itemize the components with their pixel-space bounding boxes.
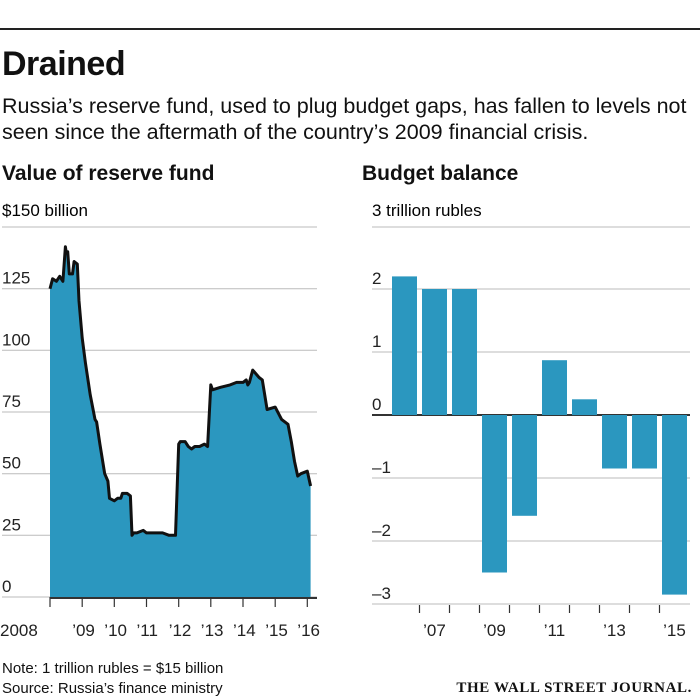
reserve-fund-y-tick-label: 25 — [2, 515, 21, 534]
top-rule — [0, 28, 700, 30]
reserve-fund-x-tick-label: ’11 — [137, 621, 158, 640]
reserve-fund-x-tick-label: ’16 — [297, 621, 320, 640]
budget-balance-x-tick-label: ’15 — [663, 621, 686, 640]
budget-balance-y-tick-label: –2 — [372, 521, 391, 540]
reserve-fund-y-tick-label: 100 — [2, 330, 30, 349]
budget-balance-bar — [512, 415, 537, 516]
reserve-fund-y-tick-labels: 0 25 50 75 100 125 — [2, 269, 30, 596]
budget-balance-y-tick-label: –3 — [372, 584, 391, 603]
wsj-logo: THE WALL STREET JOURNAL. — [456, 680, 692, 696]
budget-balance-chart: 3 trillion rubles –3 –2 –1 0 1 2 ’07 ’09 ’11 ’13… — [372, 201, 690, 640]
reserve-fund-chart-title: Value of reserve fund — [2, 162, 215, 185]
budget-balance-x-ticks: ’07 ’09 ’11 ’13 ’15 — [418, 605, 686, 640]
budget-balance-y-tick-label: 1 — [372, 332, 381, 351]
reserve-fund-y-tick-label: 0 — [2, 577, 11, 596]
budget-balance-bar — [392, 276, 417, 415]
budget-balance-bar — [452, 289, 477, 415]
budget-balance-x-tick-label: ’11 — [544, 621, 565, 640]
footnote: Note: 1 trillion rubles = $15 billion — [2, 660, 224, 677]
reserve-fund-y-tick-label: 50 — [2, 454, 21, 473]
reserve-fund-x-tick-label: ’13 — [201, 621, 224, 640]
budget-balance-bars — [392, 276, 687, 595]
reserve-fund-area — [50, 246, 311, 597]
reserve-fund-x-tick-label: ’14 — [233, 621, 256, 640]
headline: Drained — [2, 45, 126, 83]
budget-balance-bar — [602, 415, 627, 469]
reserve-fund-x-tick-label: ’12 — [169, 621, 192, 640]
reserve-fund-chart: $150 billion 0 25 50 75 100 125 2008 ’09 ’10 ’11… — [0, 201, 320, 640]
budget-balance-x-tick-label: ’09 — [483, 621, 506, 640]
budget-balance-bar — [542, 360, 567, 415]
budget-balance-bar — [422, 289, 447, 415]
source-line: Source: Russia’s finance ministry — [2, 680, 223, 697]
reserve-fund-x-ticks: 2008 ’09 ’10 ’11 ’12 ’13 ’14 ’15 ’16 — [0, 597, 320, 640]
budget-balance-bar — [632, 415, 657, 469]
budget-balance-bar — [572, 399, 597, 416]
budget-balance-y-tick-label: –1 — [372, 458, 391, 477]
reserve-fund-x-tick-label: ’10 — [104, 621, 127, 640]
budget-balance-y-tick-label: 2 — [372, 269, 381, 288]
reserve-fund-x-tick-label: ’09 — [72, 621, 95, 640]
reserve-fund-y-unit-label: $150 billion — [2, 201, 88, 220]
budget-balance-x-tick-label: ’13 — [603, 621, 626, 640]
reserve-fund-y-tick-label: 125 — [2, 269, 30, 288]
budget-balance-bar — [662, 415, 687, 595]
budget-balance-bar — [482, 415, 507, 573]
subtitle: Russia’s reserve fund, used to plug budg… — [2, 94, 687, 144]
budget-balance-x-tick-label: ’07 — [423, 621, 446, 640]
reserve-fund-x-tick-label: ’15 — [265, 621, 288, 640]
reserve-fund-x-tick-label: 2008 — [0, 621, 38, 640]
budget-balance-y-tick-label: 0 — [372, 395, 381, 414]
budget-balance-y-unit-label: 3 trillion rubles — [372, 201, 482, 220]
budget-balance-chart-title: Budget balance — [362, 162, 519, 185]
reserve-fund-y-tick-label: 75 — [2, 392, 21, 411]
reserve-fund-line — [48, 245, 313, 537]
budget-balance-y-tick-labels: –3 –2 –1 0 1 2 — [372, 269, 391, 603]
